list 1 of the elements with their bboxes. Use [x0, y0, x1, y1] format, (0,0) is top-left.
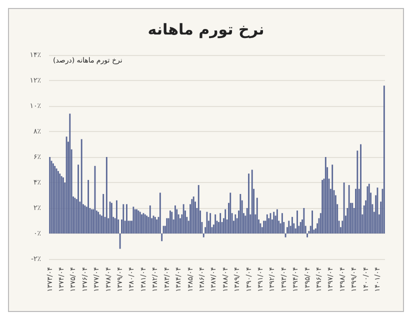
chart-title: نرخ تورم ماهانه: [148, 20, 264, 38]
